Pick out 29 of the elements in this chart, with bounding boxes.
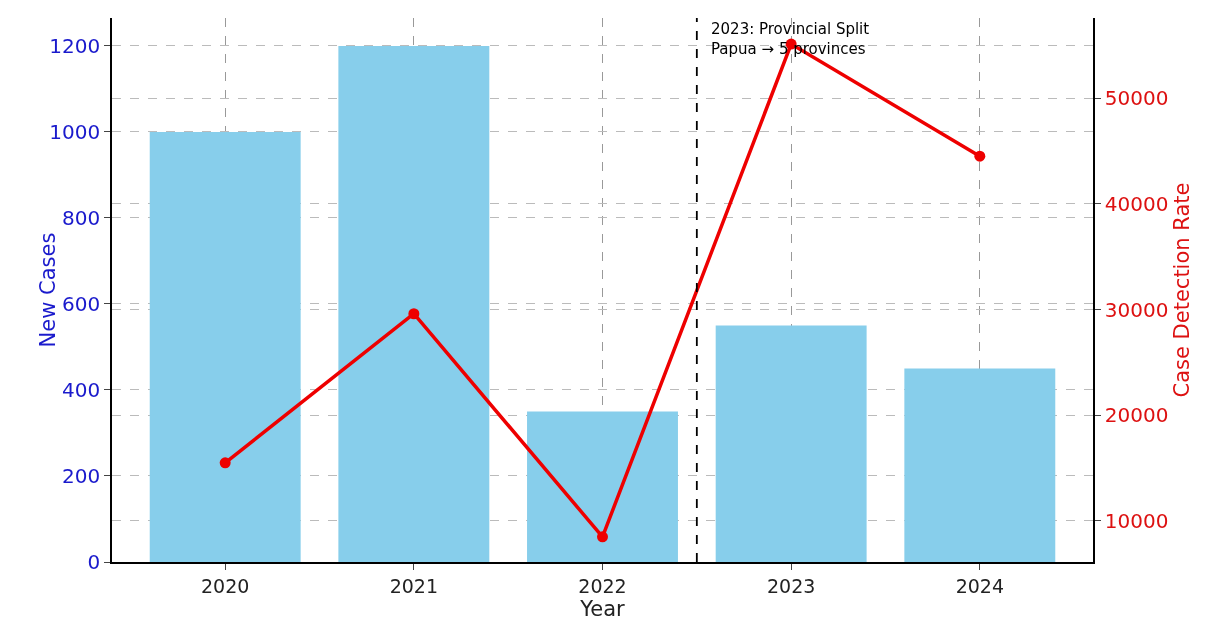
bar (715, 325, 867, 562)
y2-axis-title: Case Detection Rate (1170, 182, 1195, 398)
bar (527, 411, 678, 562)
y-tick-label: 1000 (49, 119, 101, 144)
point (597, 531, 608, 543)
y2-tick-label: 30000 (1104, 297, 1169, 322)
x-tick-label: 2020 (201, 574, 250, 597)
y-tick-label: 800 (62, 205, 101, 230)
bar (149, 131, 301, 562)
x-axis-title: Year (579, 597, 626, 622)
x-tick-label: 2023 (766, 574, 816, 597)
point (408, 308, 420, 320)
x-tick-label: 2022 (578, 574, 627, 597)
y-tick-label: 0 (87, 550, 101, 574)
point (219, 457, 231, 469)
point (974, 150, 986, 162)
y-axis-title: New Cases (36, 232, 61, 348)
y2-tick-label: 20000 (1104, 403, 1169, 428)
x-tick-label: 2021 (389, 574, 439, 597)
bar (904, 368, 1056, 562)
y-tick-label: 400 (62, 377, 101, 402)
y-tick-label: 600 (62, 291, 101, 316)
bar (338, 45, 490, 562)
y2-tick-label: 50000 (1104, 86, 1169, 111)
y-tick-label: 1200 (49, 33, 101, 58)
y2-tick-label: 40000 (1104, 191, 1169, 216)
y2-tick-label: 10000 (1104, 508, 1169, 533)
x-tick-label: 2024 (955, 574, 1004, 597)
y-tick-label: 200 (62, 463, 101, 488)
